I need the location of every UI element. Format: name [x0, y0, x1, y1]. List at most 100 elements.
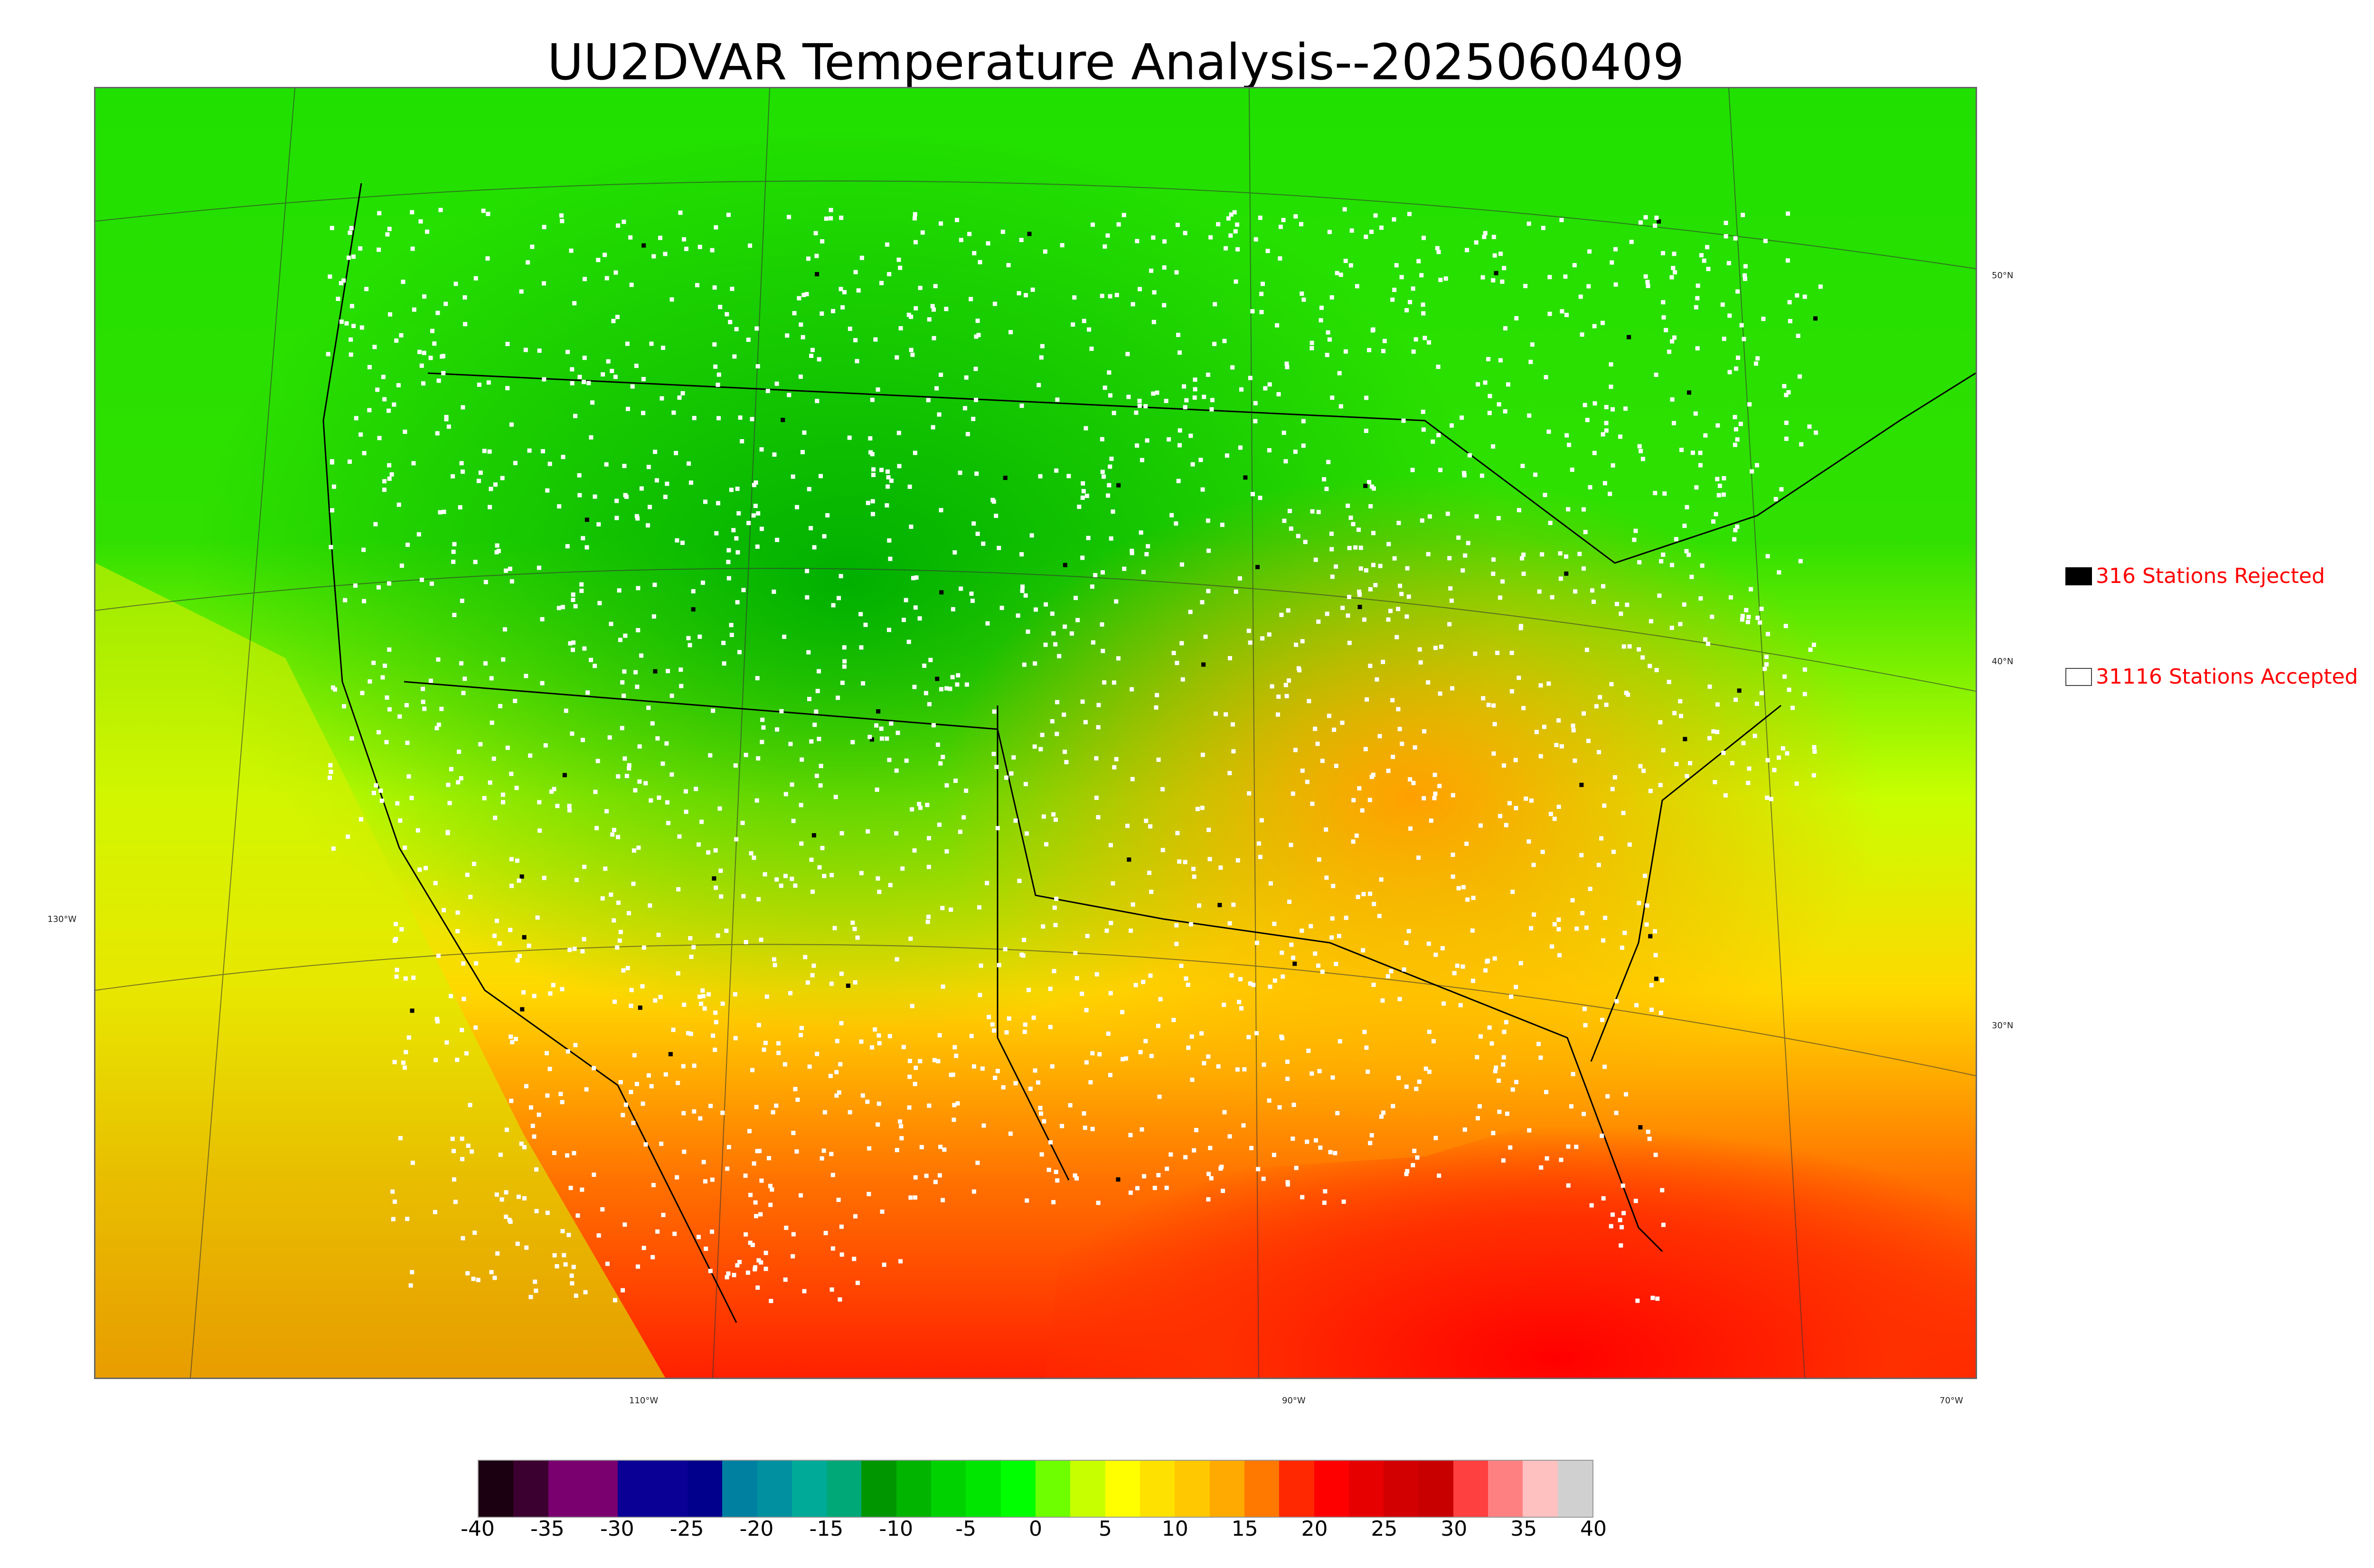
- station-marker: [1657, 219, 1661, 224]
- station-marker: [763, 1041, 768, 1045]
- station-marker: [1039, 1152, 1044, 1157]
- colorbar-segment: [1000, 1461, 1036, 1517]
- temperature-map[interactable]: [94, 87, 1977, 1379]
- station-marker: [631, 882, 636, 886]
- station-marker: [1573, 758, 1577, 763]
- station-marker: [403, 976, 408, 981]
- station-marker: [359, 325, 364, 330]
- station-marker: [1661, 748, 1666, 752]
- station-marker: [735, 550, 740, 555]
- station-marker: [1573, 589, 1578, 594]
- station-marker: [1569, 1104, 1573, 1109]
- station-marker: [953, 779, 958, 783]
- station-marker: [799, 1025, 804, 1030]
- station-marker: [1610, 1212, 1615, 1217]
- station-marker: [1042, 1119, 1046, 1124]
- station-marker: [453, 282, 458, 286]
- station-marker: [1051, 1200, 1056, 1204]
- station-marker: [944, 849, 949, 854]
- station-marker: [1426, 941, 1431, 946]
- station-marker: [463, 322, 468, 327]
- station-marker: [944, 783, 949, 788]
- station-marker: [971, 1064, 976, 1069]
- station-marker: [1053, 642, 1058, 647]
- station-marker: [617, 588, 622, 593]
- station-marker: [1577, 552, 1582, 556]
- station-marker: [940, 906, 945, 911]
- station-marker: [358, 432, 363, 437]
- station-marker: [997, 545, 1001, 550]
- station-marker: [703, 499, 707, 504]
- station-marker: [567, 804, 572, 808]
- station-marker: [1637, 901, 1641, 905]
- station-marker: [455, 1058, 460, 1062]
- station-marker: [372, 345, 377, 349]
- station-marker: [451, 559, 456, 564]
- station-marker: [1509, 650, 1514, 655]
- station-marker: [1202, 1061, 1206, 1066]
- station-marker: [1291, 1136, 1295, 1141]
- station-marker: [918, 1059, 923, 1063]
- station-marker: [930, 304, 935, 309]
- station-marker: [1808, 648, 1813, 652]
- station-marker: [1334, 763, 1338, 768]
- station-marker: [1660, 1188, 1665, 1192]
- station-marker: [1554, 742, 1559, 747]
- colorbar: [478, 1460, 1593, 1518]
- station-marker: [1253, 237, 1258, 242]
- station-marker: [1475, 1116, 1480, 1121]
- station-marker: [661, 346, 666, 350]
- station-marker: [1114, 292, 1119, 297]
- station-marker: [485, 256, 490, 261]
- station-marker: [1029, 533, 1034, 538]
- station-marker: [627, 763, 631, 768]
- station-marker: [1083, 1126, 1087, 1130]
- station-marker: [1588, 485, 1592, 489]
- station-marker: [1772, 768, 1777, 772]
- station-marker: [1190, 462, 1195, 467]
- station-marker: [876, 1101, 881, 1106]
- station-marker: [1456, 886, 1461, 891]
- station-marker: [1654, 372, 1658, 377]
- station-marker: [1426, 552, 1431, 556]
- station-marker: [450, 1136, 455, 1141]
- station-marker: [733, 1036, 738, 1041]
- station-marker: [621, 1113, 625, 1117]
- station-marker: [873, 1027, 877, 1032]
- station-marker: [847, 435, 852, 440]
- station-marker: [669, 772, 674, 777]
- station-marker: [577, 375, 582, 379]
- station-marker: [537, 828, 542, 833]
- colorbar-segment: [652, 1461, 688, 1517]
- station-marker: [405, 543, 410, 547]
- station-marker: [646, 523, 650, 528]
- station-marker: [1498, 252, 1503, 256]
- station-marker: [1460, 415, 1464, 420]
- station-marker: [761, 725, 766, 730]
- station-marker: [1285, 365, 1290, 369]
- station-marker: [1464, 841, 1469, 846]
- station-marker: [1408, 300, 1413, 304]
- station-marker: [937, 412, 942, 417]
- station-marker: [641, 377, 646, 382]
- station-marker: [906, 639, 911, 644]
- station-marker: [617, 938, 622, 943]
- station-marker: [746, 338, 751, 342]
- station-marker: [1782, 674, 1787, 679]
- station-marker: [1613, 282, 1618, 287]
- station-marker: [1705, 245, 1710, 250]
- station-marker: [1094, 972, 1099, 976]
- station-marker: [1658, 720, 1663, 724]
- station-marker: [1320, 969, 1325, 974]
- station-marker: [614, 516, 619, 520]
- colorbar-tick-label: 15: [1231, 1517, 1258, 1541]
- station-marker: [1250, 492, 1255, 497]
- station-marker: [1546, 429, 1551, 434]
- colorbar-segment: [1279, 1461, 1314, 1517]
- station-marker: [392, 402, 396, 407]
- station-marker: [885, 469, 890, 474]
- station-marker: [1156, 1173, 1161, 1177]
- station-marker: [1583, 403, 1587, 407]
- station-marker: [656, 932, 661, 937]
- station-marker: [829, 873, 834, 877]
